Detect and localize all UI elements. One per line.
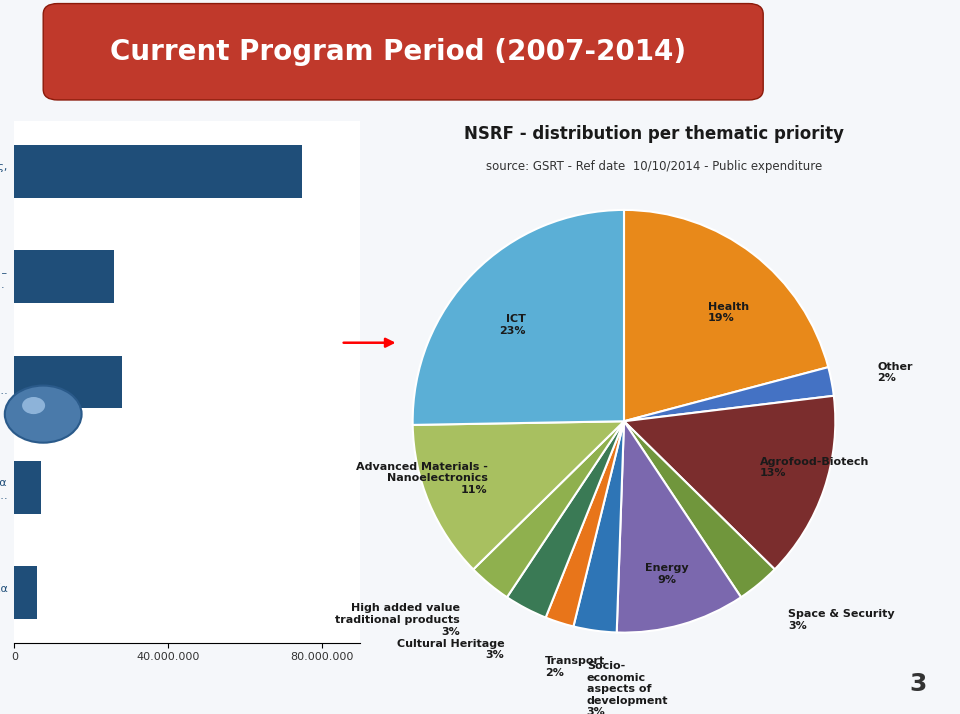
Text: Socio-
economic
aspects of
development
3%: Socio- economic aspects of development 3… — [587, 661, 668, 714]
Wedge shape — [624, 367, 834, 421]
Text: Agrofood-Biotech
13%: Agrofood-Biotech 13% — [760, 457, 870, 478]
Wedge shape — [624, 210, 828, 421]
Text: Energy
9%: Energy 9% — [645, 563, 689, 585]
Text: Current Program Period (2007-2014): Current Program Period (2007-2014) — [110, 38, 686, 66]
Wedge shape — [616, 421, 741, 633]
Text: source: GSRT - Ref date  10/10/2014 - Public expenditure: source: GSRT - Ref date 10/10/2014 - Pub… — [486, 160, 822, 173]
Wedge shape — [624, 396, 835, 569]
Bar — [14, 145, 302, 198]
Bar — [14, 356, 122, 408]
Text: NSRF - distribution per thematic priority: NSRF - distribution per thematic priorit… — [464, 125, 844, 143]
Bar — [14, 251, 114, 303]
Text: 3: 3 — [909, 672, 926, 696]
Text: Other
2%: Other 2% — [877, 362, 913, 383]
Text: Health
19%: Health 19% — [708, 301, 749, 323]
Wedge shape — [573, 421, 624, 633]
Text: Space & Security
3%: Space & Security 3% — [788, 609, 895, 631]
Wedge shape — [507, 421, 624, 618]
Text: ICT
23%: ICT 23% — [499, 314, 526, 336]
Wedge shape — [413, 421, 624, 569]
Bar — [14, 461, 41, 513]
Text: Advanced Materials -
Nanoelectronics
11%: Advanced Materials - Nanoelectronics 11% — [356, 462, 488, 495]
Wedge shape — [545, 421, 624, 626]
Text: Cultural Heritage
3%: Cultural Heritage 3% — [396, 639, 504, 660]
Wedge shape — [413, 210, 624, 425]
Text: High added value
traditional products
3%: High added value traditional products 3% — [335, 603, 460, 637]
Text: Transport
2%: Transport 2% — [545, 656, 606, 678]
Wedge shape — [473, 421, 624, 597]
Wedge shape — [624, 421, 775, 597]
Bar — [14, 566, 37, 619]
